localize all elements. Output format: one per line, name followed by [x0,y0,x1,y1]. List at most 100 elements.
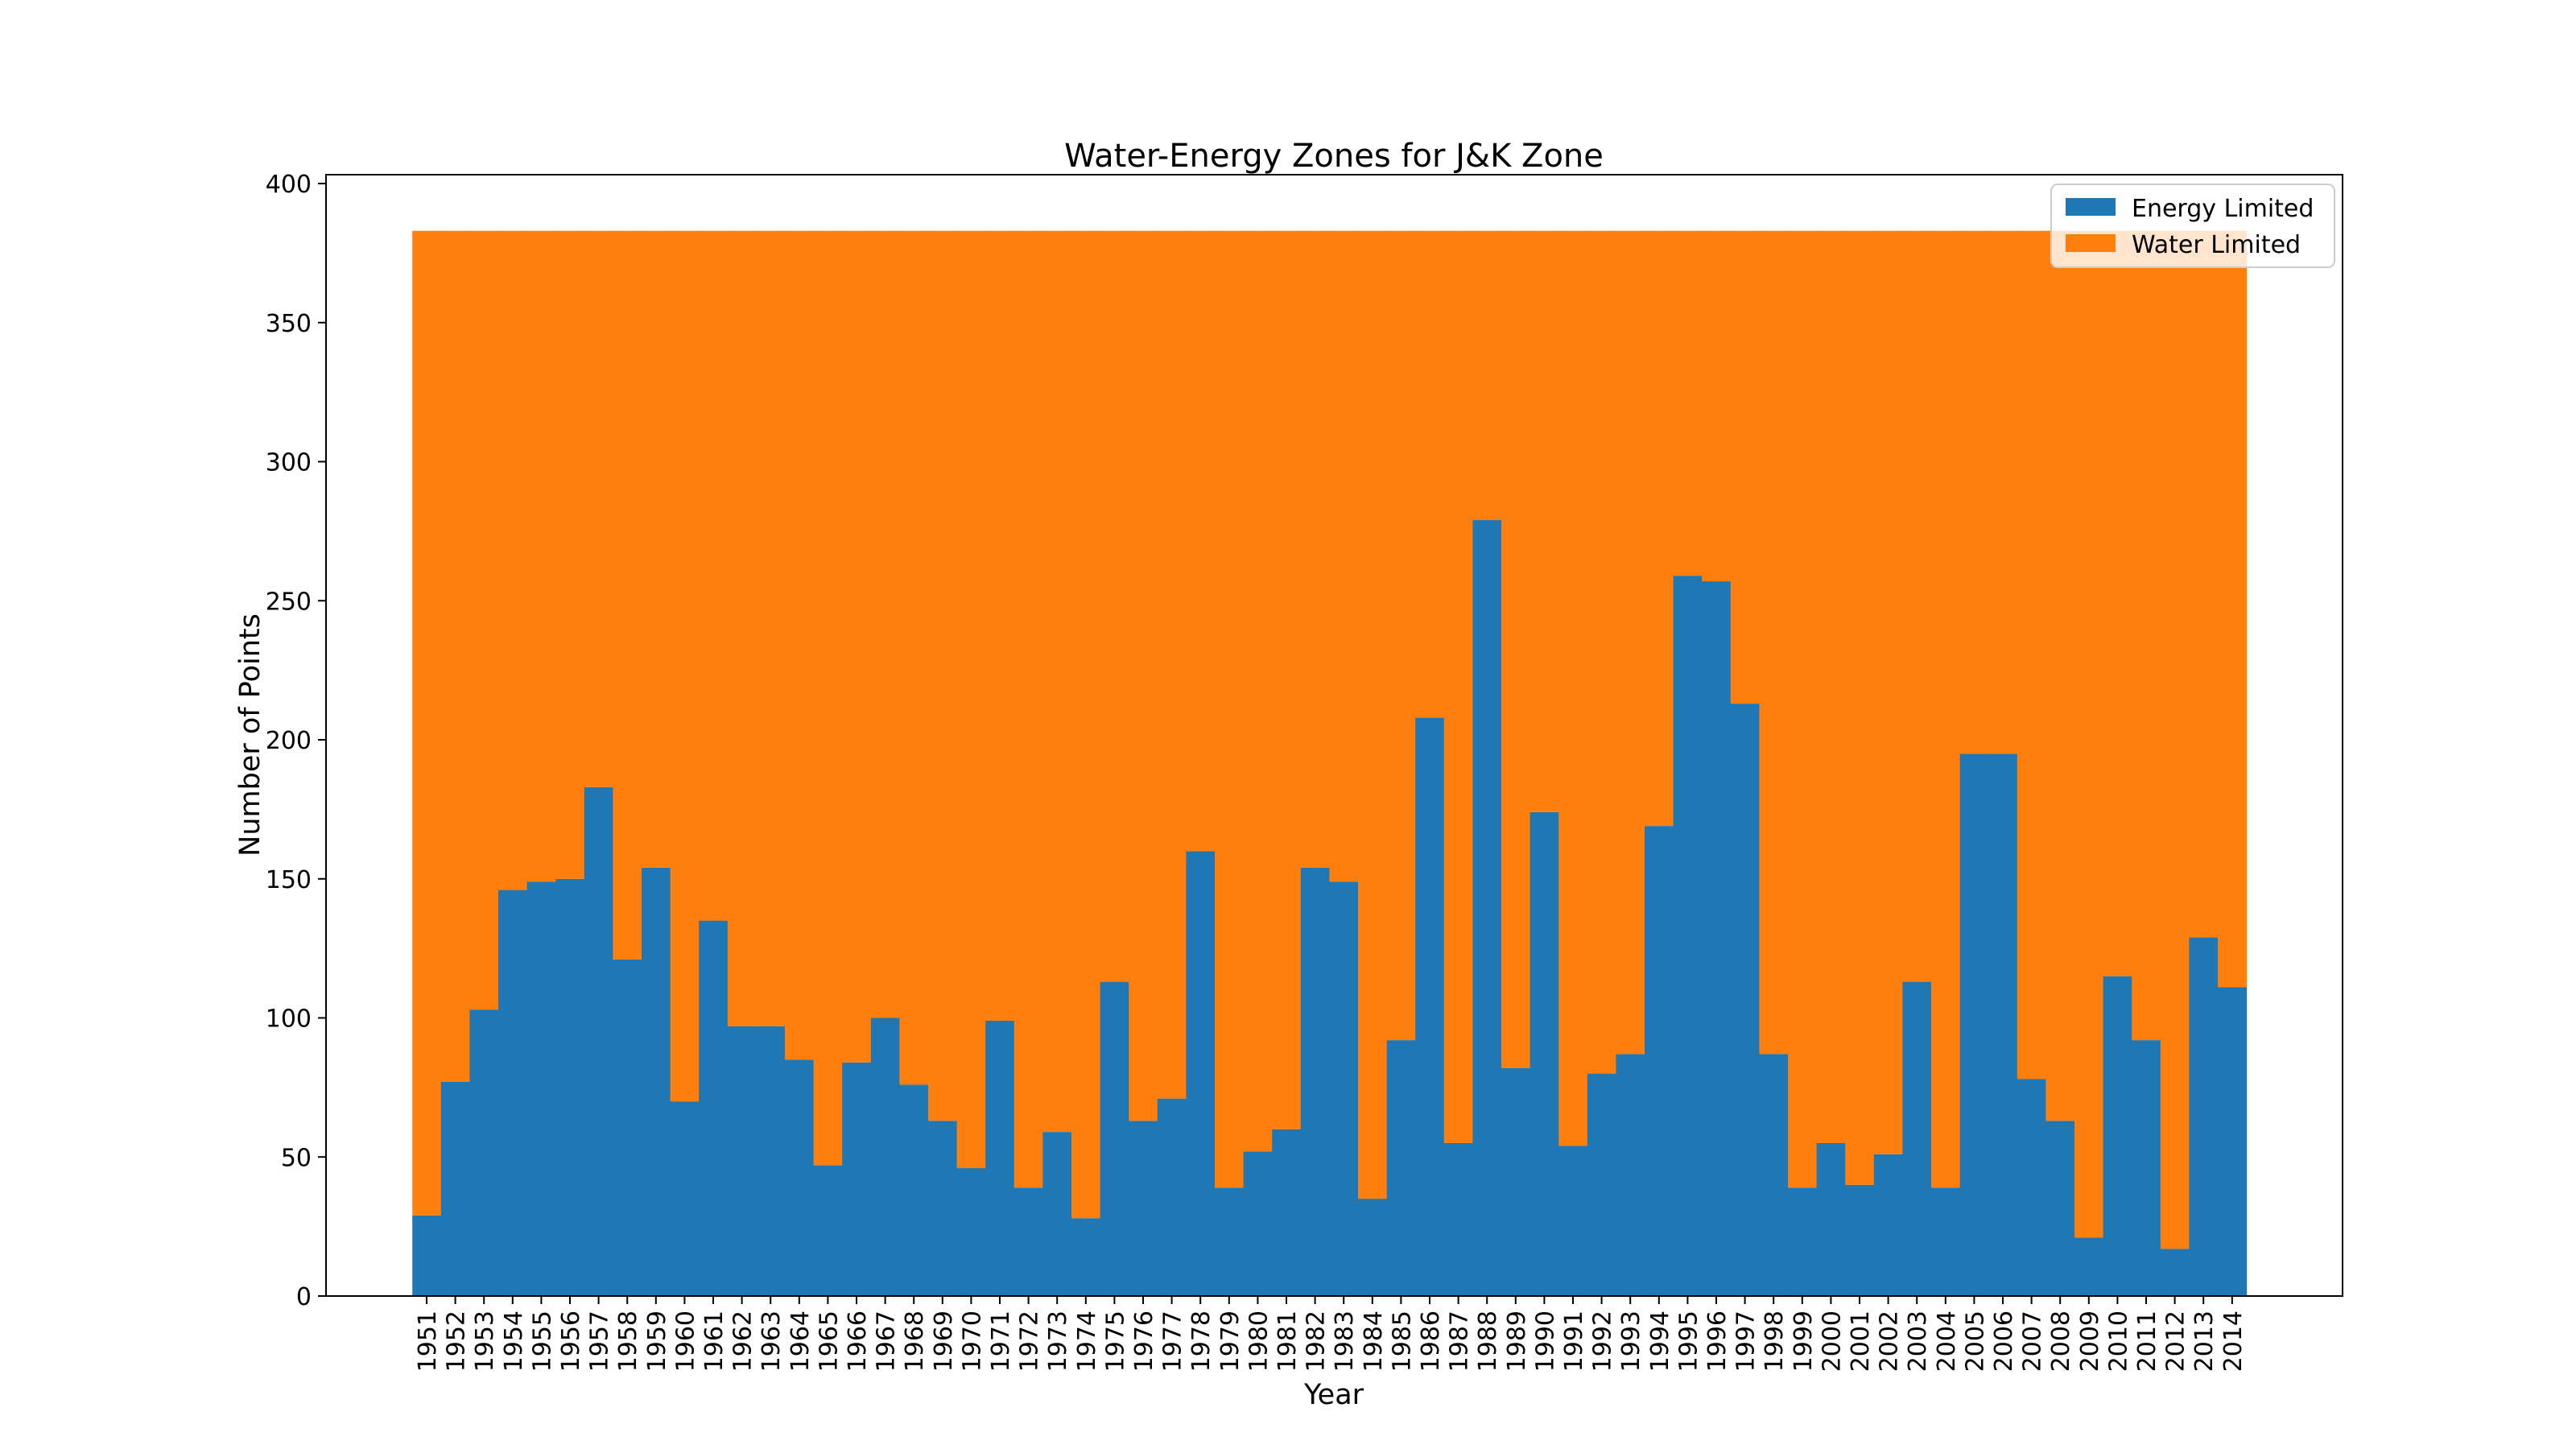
bar-energy-limited-1995 [1673,576,1703,1296]
bar-water-limited-1971 [985,230,1015,1021]
y-tick-label-50: 50 [281,1144,312,1172]
chart-title: Water-Energy Zones for J&K Zone [1064,138,1604,175]
x-tick-label-2003: 2003 [1904,1311,1932,1372]
bar-water-limited-1952 [440,230,470,1082]
x-tick-label-1962: 1962 [729,1311,758,1372]
x-tick-label-1983: 1983 [1331,1311,1359,1372]
bar-energy-limited-2007 [2017,1079,2046,1296]
x-tick-label-1955: 1955 [528,1311,556,1372]
bar-energy-limited-1989 [1501,1067,1531,1296]
bar-energy-limited-1961 [699,920,729,1296]
bar-water-limited-1978 [1186,230,1216,852]
x-tick-label-1961: 1961 [700,1311,729,1372]
bar-energy-limited-1952 [440,1081,470,1296]
y-tick-label-300: 300 [266,449,312,477]
y-tick-label-200: 200 [266,727,312,755]
x-tick-label-2008: 2008 [2047,1311,2075,1372]
x-tick-label-1974: 1974 [1073,1311,1101,1372]
bar-energy-limited-1999 [1788,1187,1818,1296]
bar-water-limited-1959 [642,230,671,868]
bar-energy-limited-1960 [670,1101,700,1296]
x-tick-label-1972: 1972 [1016,1311,1044,1372]
bar-energy-limited-1968 [899,1084,929,1296]
x-tick-label-1988: 1988 [1474,1311,1502,1372]
bar-energy-limited-1987 [1443,1142,1473,1296]
x-tick-label-1998: 1998 [1761,1311,1789,1372]
bar-energy-limited-2014 [2218,987,2248,1296]
x-tick-label-1985: 1985 [1388,1311,1416,1372]
x-tick-label-1981: 1981 [1274,1311,1302,1372]
bar-energy-limited-2002 [1873,1154,1903,1296]
bar-water-limited-1992 [1587,230,1616,1074]
bar-energy-limited-1979 [1215,1187,1245,1296]
bar-energy-limited-1972 [1013,1187,1043,1296]
bar-water-limited-2014 [2218,230,2248,988]
x-tick-label-1973: 1973 [1044,1311,1072,1372]
bar-water-limited-1982 [1300,230,1330,868]
bar-energy-limited-1981 [1272,1129,1302,1296]
x-tick-label-1996: 1996 [1703,1311,1732,1372]
bar-energy-limited-1965 [813,1165,843,1296]
x-tick-label-2009: 2009 [2076,1311,2104,1372]
x-axis: 1951 1952 1953 1954 1955 1956 1957 1958 1959 1960… [414,1296,2248,1372]
x-tick-label-1992: 1992 [1589,1311,1617,1372]
bar-energy-limited-2001 [1845,1184,1875,1296]
bar-water-limited-2009 [2074,230,2104,1238]
x-tick-label-2002: 2002 [1876,1311,1904,1372]
bar-water-limited-1975 [1100,230,1129,982]
bar-water-limited-1976 [1129,230,1158,1121]
bar-energy-limited-1970 [956,1168,986,1296]
x-axis-label: Year [1303,1379,1364,1411]
x-tick-label-2014: 2014 [2219,1311,2248,1372]
x-tick-label-1969: 1969 [930,1311,958,1372]
bar-water-limited-2013 [2189,230,2219,938]
bar-water-limited-1962 [727,230,757,1026]
x-tick-label-1976: 1976 [1130,1311,1158,1372]
x-tick-label-1987: 1987 [1446,1311,1474,1372]
bar-energy-limited-1991 [1558,1145,1588,1296]
x-tick-label-1951: 1951 [414,1311,442,1372]
bar-energy-limited-1958 [613,959,642,1296]
bar-energy-limited-1975 [1100,981,1129,1296]
bar-water-limited-1974 [1071,230,1101,1219]
x-tick-label-1970: 1970 [958,1311,986,1372]
x-tick-label-1953: 1953 [471,1311,499,1372]
bar-water-limited-2002 [1873,230,1903,1154]
y-tick-label-150: 150 [266,866,312,894]
bar-energy-limited-1986 [1415,717,1445,1296]
bar-water-limited-1986 [1415,230,1445,718]
x-tick-label-1979: 1979 [1216,1311,1245,1372]
x-tick-label-1997: 1997 [1732,1311,1761,1372]
x-tick-label-1957: 1957 [586,1311,614,1372]
y-tick-label-100: 100 [266,1005,312,1034]
y-tick-label-400: 400 [266,171,312,199]
x-tick-label-2010: 2010 [2104,1311,2132,1372]
bar-water-limited-1954 [498,230,528,890]
x-tick-label-1959: 1959 [643,1311,671,1372]
x-tick-label-1971: 1971 [987,1311,1015,1372]
bar-water-limited-2006 [1988,230,2018,754]
bar-water-limited-1961 [699,230,729,921]
bar-water-limited-1979 [1215,230,1245,1188]
bar-energy-limited-2004 [1931,1187,1961,1296]
bar-water-limited-1958 [613,230,642,960]
bar-water-limited-2001 [1845,230,1875,1185]
x-tick-label-1956: 1956 [557,1311,585,1372]
bar-energy-limited-1951 [412,1215,442,1296]
bar-energy-limited-1988 [1472,520,1502,1296]
legend-swatch-energy-limited [2066,198,2116,216]
bar-energy-limited-1994 [1645,826,1674,1296]
x-tick-label-2001: 2001 [1847,1311,1875,1372]
bar-energy-limited-2008 [2046,1121,2075,1296]
bar-water-limited-1990 [1530,230,1559,812]
bar-water-limited-1957 [584,230,613,787]
x-tick-label-1984: 1984 [1360,1311,1388,1372]
bar-water-limited-2008 [2046,230,2075,1121]
bar-water-limited-1983 [1329,230,1359,882]
x-tick-label-1980: 1980 [1245,1311,1273,1372]
bar-water-limited-1984 [1358,230,1388,1199]
y-tick-label-250: 250 [266,588,312,616]
x-tick-label-1966: 1966 [844,1311,872,1372]
bar-water-limited-1995 [1673,230,1703,576]
